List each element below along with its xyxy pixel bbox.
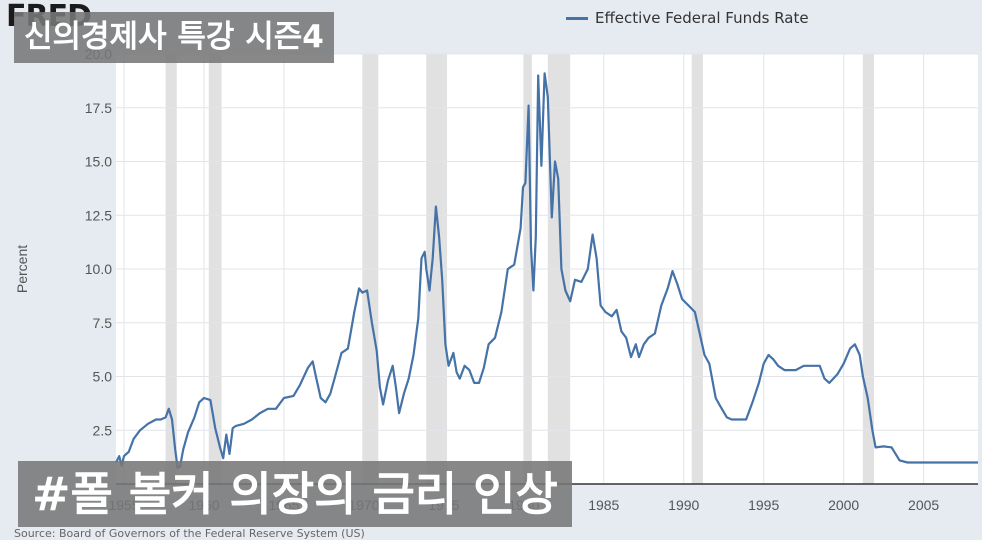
y-tick-label: 12.5 (85, 207, 112, 223)
x-tick-label: 2005 (908, 497, 939, 513)
series-line (115, 72, 978, 469)
legend: Effective Federal Funds Rate (566, 9, 809, 27)
caption-bottom: #폴 볼커 의장의 금리 인상 (18, 461, 572, 527)
y-tick-label: 17.5 (85, 100, 112, 116)
legend-swatch (566, 16, 588, 20)
caption-top: 신의경제사 특강 시즌4 (14, 12, 334, 63)
x-tick-label: 1985 (588, 497, 619, 513)
y-tick-label: 15.0 (85, 154, 112, 170)
y-tick-label: 7.5 (93, 315, 113, 331)
legend-label: Effective Federal Funds Rate (595, 9, 809, 27)
y-tick-label: 10.0 (85, 261, 112, 277)
y-tick-label: 2.5 (93, 422, 113, 438)
x-tick-label: 1995 (748, 497, 779, 513)
source-note: Source: Board of Governors of the Federa… (14, 527, 365, 540)
x-tick-label: 1990 (668, 497, 699, 513)
y-axis-label: Percent (14, 245, 30, 293)
x-tick-label: 2000 (828, 497, 859, 513)
y-tick-label: 5.0 (93, 369, 113, 385)
